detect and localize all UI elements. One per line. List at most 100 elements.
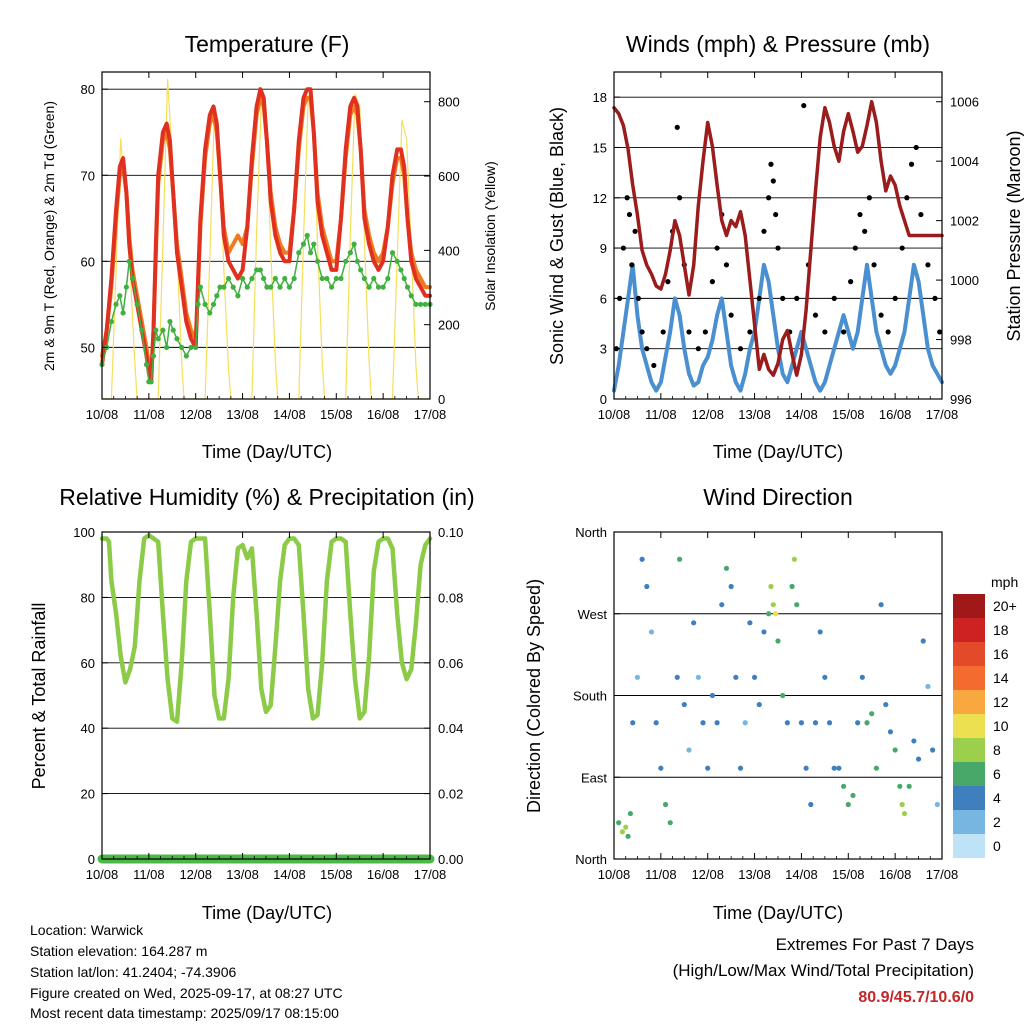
legend-swatch bbox=[953, 690, 985, 714]
wind-direction-point bbox=[859, 674, 865, 680]
gust-point bbox=[761, 228, 767, 234]
footer-elevation: Station elevation: 164.287 m bbox=[30, 943, 208, 959]
winds-panel: Winds (mph) & Pressure (mb) 0 3 6 9 12 15 18 99… bbox=[547, 31, 1024, 462]
temperature-y2label: Solar Insolation (Yellow) bbox=[482, 161, 498, 311]
wind-direction-point bbox=[850, 792, 856, 799]
y2-tick-label: 0.10 bbox=[438, 525, 463, 540]
y-tick-label: North bbox=[575, 525, 607, 540]
y-tick-label: 6 bbox=[600, 291, 607, 306]
wind-direction-point bbox=[773, 611, 779, 617]
gust-point bbox=[624, 195, 630, 201]
wind-direction-point bbox=[784, 720, 790, 726]
gust-point bbox=[737, 346, 744, 352]
station-pressure-line bbox=[612, 99, 944, 377]
gust-point bbox=[766, 195, 772, 201]
temperature-xlabel: Time (Day/UTC) bbox=[202, 442, 332, 462]
wind-direction-xlabel: Time (Day/UTC) bbox=[713, 903, 843, 923]
y-tick-label: 12 bbox=[593, 191, 607, 206]
gust-point bbox=[918, 211, 924, 218]
gust-point bbox=[768, 161, 774, 167]
legend-label: 4 bbox=[993, 790, 1001, 806]
gust-point bbox=[899, 245, 905, 251]
wind-direction-point bbox=[770, 602, 776, 608]
wind-direction-point bbox=[812, 720, 819, 726]
wind-direction-point bbox=[826, 720, 833, 726]
gust-point bbox=[639, 329, 645, 335]
y2-tick-label: 0.06 bbox=[438, 656, 463, 671]
wind-direction-point bbox=[619, 829, 626, 835]
footer-latlon: Station lat/lon: 41.2404; -74.3906 bbox=[30, 964, 237, 980]
y-tick-label: 60 bbox=[81, 656, 95, 671]
legend-label: 20+ bbox=[993, 598, 1017, 614]
x-tick-label: 17/08 bbox=[926, 867, 959, 882]
x-tick-label: 13/08 bbox=[738, 407, 771, 422]
wind-direction-point bbox=[798, 720, 805, 726]
wind-direction-point bbox=[791, 556, 798, 562]
y2-tick-label: 998 bbox=[950, 333, 972, 348]
gust-point bbox=[626, 211, 633, 218]
wind-direction-point bbox=[873, 765, 880, 771]
wind-direction-point bbox=[845, 801, 851, 808]
wind-direction-panel: Wind Direction NorthEastSouthWestNorth10… bbox=[524, 484, 1018, 923]
y2-tick-label: 600 bbox=[438, 169, 460, 184]
gust-point bbox=[775, 245, 781, 251]
y-tick-label: 20 bbox=[81, 787, 95, 802]
wind-direction-point bbox=[836, 765, 842, 771]
y2-tick-label: 0.02 bbox=[438, 787, 463, 802]
wind-direction-point bbox=[887, 729, 894, 735]
wind-direction-point bbox=[780, 692, 786, 699]
footer-recent: Most recent data timestamp: 2025/09/17 0… bbox=[30, 1005, 339, 1021]
wind-direction-point bbox=[831, 765, 837, 771]
x-tick-label: 10/08 bbox=[86, 407, 119, 422]
wind-direction-point bbox=[648, 629, 655, 635]
gust-point bbox=[908, 161, 915, 167]
x-tick-label: 10/08 bbox=[598, 867, 631, 882]
gust-point bbox=[878, 312, 884, 318]
legend-swatch bbox=[953, 714, 985, 738]
extremes-title: Extremes For Past 7 Days bbox=[775, 935, 974, 954]
wind-direction-point bbox=[925, 683, 931, 690]
gust-point bbox=[892, 295, 898, 301]
x-tick-label: 14/08 bbox=[785, 867, 818, 882]
gust-point bbox=[629, 262, 635, 268]
legend-label: 14 bbox=[993, 670, 1009, 686]
legend-label: 12 bbox=[993, 694, 1009, 710]
x-tick-label: 17/08 bbox=[414, 867, 447, 882]
wind-direction-point bbox=[627, 810, 634, 817]
wind-direction-point bbox=[662, 801, 669, 808]
gust-point bbox=[695, 346, 701, 352]
y2-tick-label: 200 bbox=[438, 318, 460, 333]
y-tick-label: South bbox=[573, 689, 607, 704]
gust-point bbox=[801, 102, 807, 109]
winds-ylabel: Sonic Wind & Gust (Blue, Black) bbox=[547, 107, 567, 365]
x-tick-label: 14/08 bbox=[273, 867, 306, 882]
wind-direction-point bbox=[639, 556, 645, 562]
wind-direction-point bbox=[695, 674, 701, 680]
wind-direction-point bbox=[737, 765, 744, 771]
wind-direction-point bbox=[733, 674, 739, 680]
wind-direction-point bbox=[906, 783, 912, 789]
sonic-wind-line bbox=[612, 262, 944, 393]
gust-point bbox=[747, 329, 753, 335]
wind-direction-point bbox=[714, 720, 720, 726]
legend-label: 18 bbox=[993, 622, 1009, 638]
wind-direction-point bbox=[864, 720, 870, 726]
gust-point bbox=[852, 245, 858, 251]
wind-direction-point bbox=[794, 602, 800, 608]
gust-point bbox=[620, 245, 626, 251]
y2-tick-label: 996 bbox=[950, 392, 972, 407]
wind-direction-point bbox=[623, 824, 629, 830]
wind-direction-point bbox=[911, 738, 917, 744]
humidity-xlabel: Time (Day/UTC) bbox=[202, 903, 332, 923]
legend-swatch bbox=[953, 762, 985, 786]
temperature-ylabel: 2m & 9m T (Red, Orange) & 2m Td (Green) bbox=[41, 101, 57, 371]
wind-direction-point bbox=[719, 602, 725, 608]
winds-title: Winds (mph) & Pressure (mb) bbox=[626, 31, 930, 57]
wind-direction-point bbox=[789, 583, 795, 590]
y-tick-label: 9 bbox=[600, 241, 607, 256]
gust-point bbox=[773, 211, 779, 218]
gust-point bbox=[904, 195, 910, 201]
wind-direction-point bbox=[899, 801, 905, 808]
wind-direction-point bbox=[691, 620, 697, 626]
gust-point bbox=[831, 295, 837, 301]
